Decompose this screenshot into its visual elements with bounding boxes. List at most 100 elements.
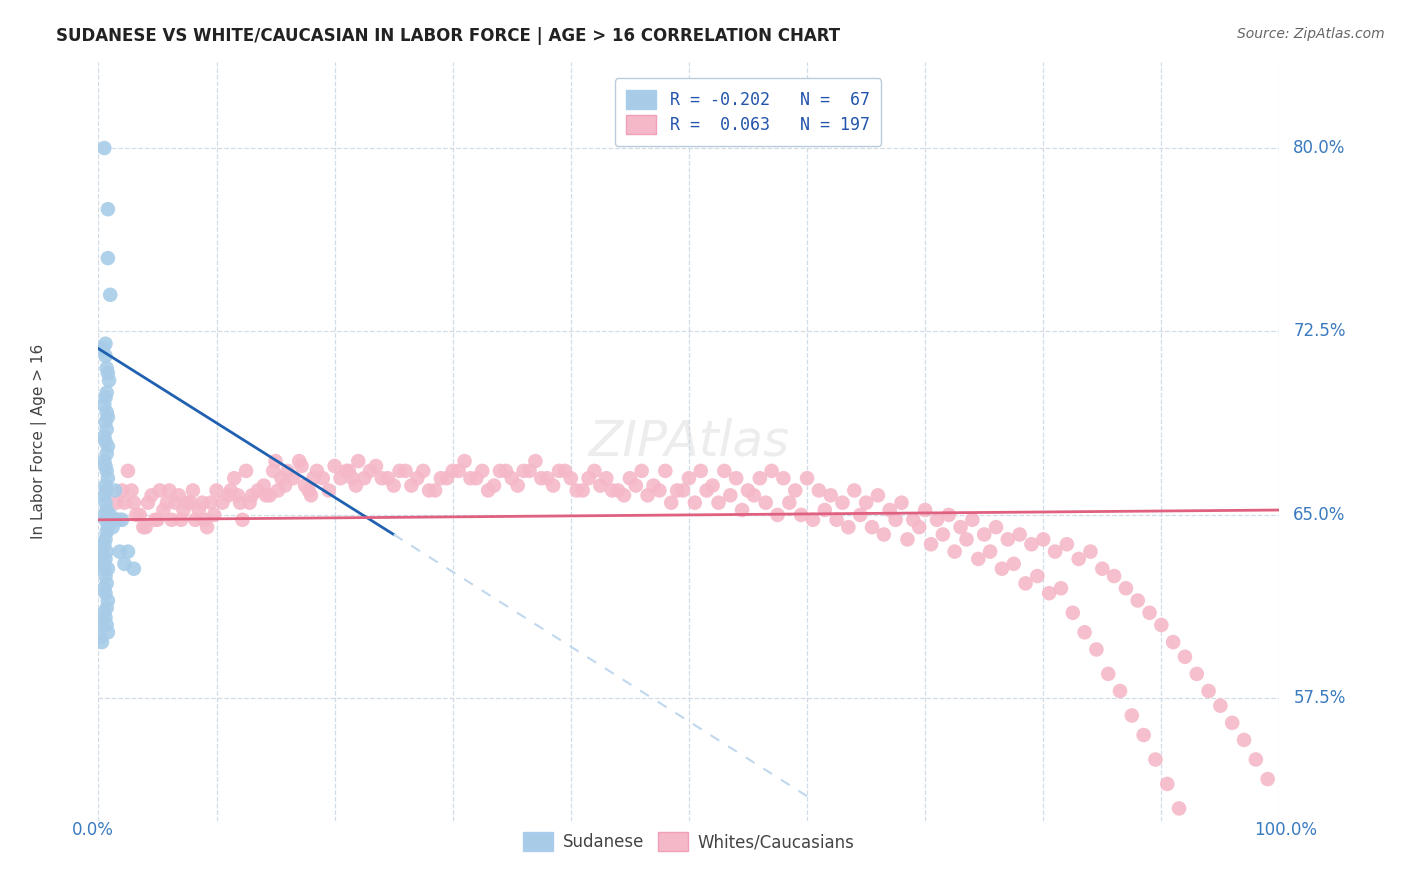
Point bbox=[896, 533, 918, 547]
Point bbox=[807, 483, 830, 498]
Point bbox=[94, 391, 117, 405]
Point bbox=[1180, 826, 1202, 840]
Point bbox=[97, 625, 120, 640]
Point bbox=[96, 483, 118, 498]
Point bbox=[866, 488, 889, 502]
Point bbox=[111, 483, 134, 498]
Point bbox=[920, 537, 942, 551]
Point bbox=[908, 520, 931, 534]
Point bbox=[890, 496, 912, 510]
Point bbox=[997, 533, 1019, 547]
Point bbox=[382, 478, 405, 492]
Point bbox=[648, 483, 671, 498]
Point bbox=[825, 513, 848, 527]
Point bbox=[737, 483, 759, 498]
Point bbox=[96, 503, 118, 517]
Point bbox=[112, 496, 135, 510]
Point bbox=[465, 471, 488, 485]
Legend: Sudanese, Whites/Caucasians: Sudanese, Whites/Caucasians bbox=[516, 825, 862, 858]
Point bbox=[672, 483, 695, 498]
Point bbox=[1139, 606, 1161, 620]
Point bbox=[790, 508, 813, 522]
Point bbox=[441, 464, 464, 478]
Point bbox=[1067, 552, 1090, 566]
Point bbox=[914, 503, 936, 517]
Point bbox=[1056, 537, 1078, 551]
Point bbox=[165, 496, 187, 510]
Point bbox=[482, 478, 505, 492]
Point bbox=[541, 478, 564, 492]
Point bbox=[172, 503, 194, 517]
Point bbox=[94, 569, 117, 583]
Point bbox=[643, 478, 665, 492]
Point bbox=[1085, 642, 1108, 657]
Point bbox=[1161, 635, 1184, 649]
Point bbox=[96, 576, 118, 591]
Point bbox=[312, 471, 335, 485]
Point bbox=[489, 464, 512, 478]
Point bbox=[678, 471, 700, 485]
Point bbox=[96, 405, 118, 419]
Point bbox=[270, 471, 292, 485]
Point bbox=[501, 471, 523, 485]
Point bbox=[589, 478, 612, 492]
Point bbox=[1174, 649, 1197, 664]
Point bbox=[583, 464, 606, 478]
Point bbox=[93, 454, 115, 468]
Point bbox=[149, 483, 172, 498]
Point bbox=[98, 508, 121, 522]
Point bbox=[436, 471, 458, 485]
Point bbox=[93, 557, 115, 571]
Point bbox=[299, 488, 322, 502]
Point bbox=[1244, 752, 1267, 766]
Point bbox=[512, 464, 534, 478]
Point bbox=[1026, 569, 1049, 583]
Point bbox=[187, 503, 209, 517]
Point bbox=[91, 544, 114, 558]
Point bbox=[707, 496, 730, 510]
Point bbox=[1109, 684, 1132, 698]
Point bbox=[97, 520, 120, 534]
Point bbox=[748, 471, 770, 485]
Point bbox=[772, 471, 794, 485]
Point bbox=[1185, 666, 1208, 681]
Point bbox=[96, 524, 118, 539]
Point bbox=[141, 488, 163, 502]
Point bbox=[607, 483, 630, 498]
Point bbox=[96, 361, 118, 376]
Point bbox=[219, 483, 242, 498]
Point bbox=[654, 464, 676, 478]
Point bbox=[96, 385, 118, 400]
Point bbox=[495, 464, 517, 478]
Point bbox=[967, 552, 990, 566]
Point bbox=[96, 464, 118, 478]
Point bbox=[412, 464, 434, 478]
Point bbox=[184, 513, 207, 527]
Point bbox=[108, 513, 131, 527]
Point bbox=[1150, 618, 1173, 632]
Point bbox=[347, 454, 370, 468]
Point bbox=[143, 513, 166, 527]
Point bbox=[1043, 544, 1066, 558]
Point bbox=[93, 141, 115, 155]
Point bbox=[1032, 533, 1054, 547]
Point bbox=[231, 513, 253, 527]
Point bbox=[294, 478, 316, 492]
Point bbox=[90, 630, 112, 644]
Point bbox=[742, 488, 765, 502]
Point bbox=[135, 520, 157, 534]
Point bbox=[377, 471, 399, 485]
Point bbox=[117, 464, 139, 478]
Point bbox=[1050, 582, 1073, 596]
Point bbox=[117, 544, 139, 558]
Point bbox=[1144, 752, 1167, 766]
Point bbox=[359, 464, 381, 478]
Point bbox=[176, 496, 198, 510]
Point bbox=[305, 464, 328, 478]
Point bbox=[548, 464, 571, 478]
Point bbox=[160, 513, 183, 527]
Point bbox=[932, 527, 955, 541]
Point bbox=[447, 464, 470, 478]
Point bbox=[1209, 698, 1232, 713]
Point bbox=[560, 471, 582, 485]
